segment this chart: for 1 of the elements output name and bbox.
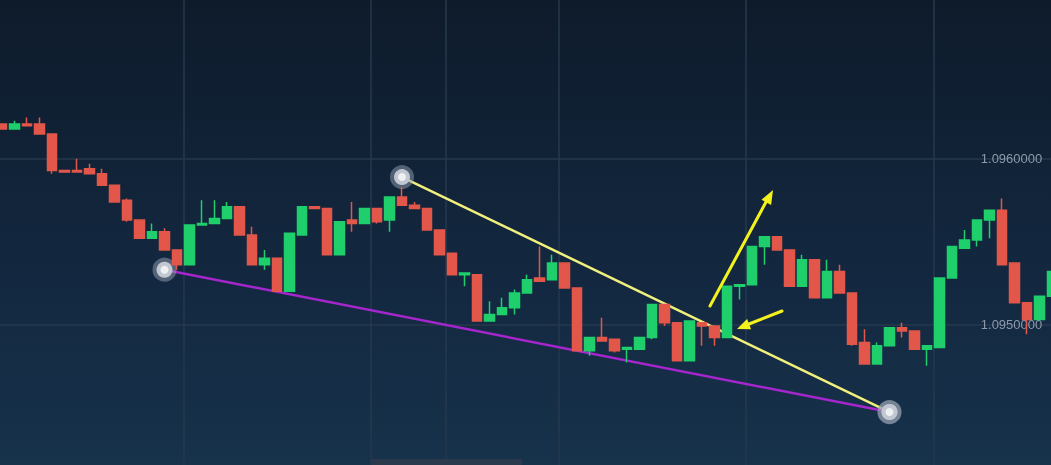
y-tick-label: 1.0960000 [980,151,1043,167]
